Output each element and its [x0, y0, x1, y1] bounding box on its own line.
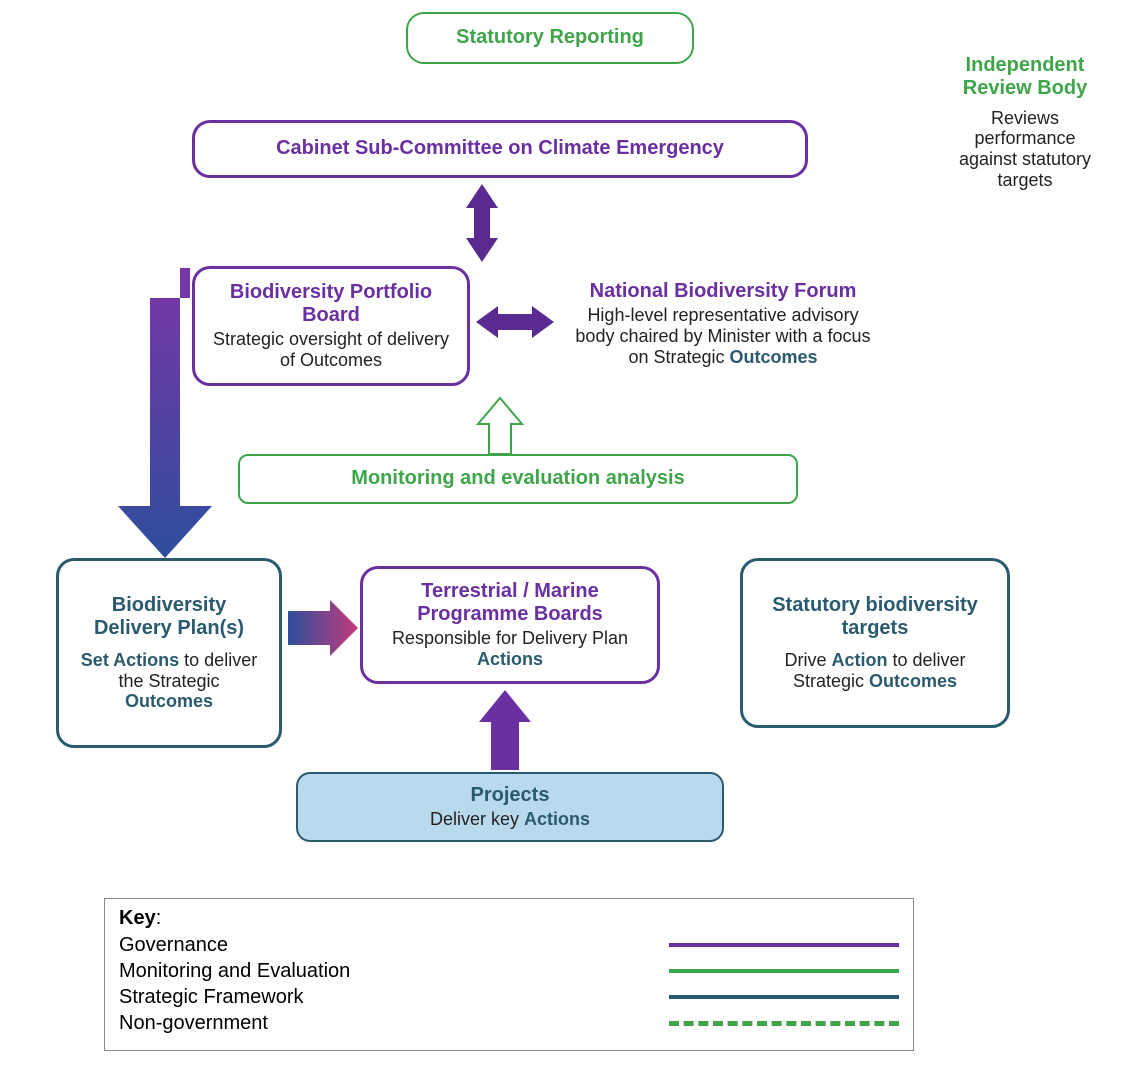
legend-heading: Key:: [119, 907, 899, 930]
legend-row-governance: Governance: [119, 932, 899, 958]
legend-row-nongov: Non-government: [119, 1010, 899, 1036]
legend-line-strategic: [669, 995, 899, 999]
arrow-monitoring-up: [478, 398, 522, 454]
arrow-delivery-programme: [288, 600, 358, 656]
arrow-big-down: [118, 268, 212, 558]
arrows-layer: [0, 0, 1134, 900]
legend-label-strategic: Strategic Framework: [119, 986, 399, 1009]
legend-heading-text: Key: [119, 907, 156, 929]
legend-label-monitoring: Monitoring and Evaluation: [119, 960, 399, 983]
legend-label-governance: Governance: [119, 934, 399, 957]
arrow-cabinet-portfolio: [466, 184, 498, 262]
legend-row-monitoring: Monitoring and Evaluation: [119, 958, 899, 984]
arrow-portfolio-forum: [476, 306, 554, 338]
legend-row-strategic: Strategic Framework: [119, 984, 899, 1010]
legend-box: Key: Governance Monitoring and Evaluatio…: [104, 898, 914, 1051]
diagram-canvas: Statutory Reporting Independent Review B…: [0, 0, 1134, 1082]
legend-line-governance: [669, 943, 899, 947]
legend-label-nongov: Non-government: [119, 1012, 399, 1035]
arrow-projects-up: [479, 690, 531, 770]
legend-line-monitoring: [669, 969, 899, 973]
legend-line-nongov: [669, 1021, 899, 1026]
